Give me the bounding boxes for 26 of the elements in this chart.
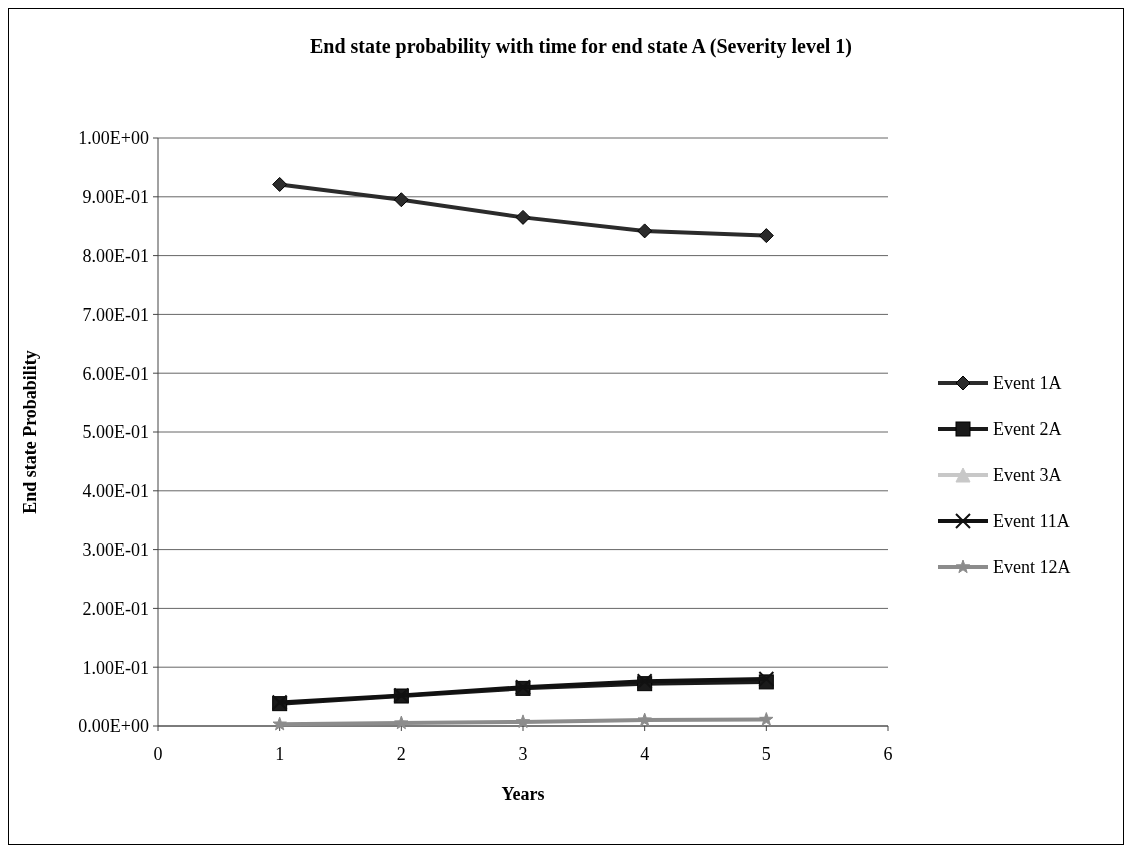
x-tick-label: 4 (640, 744, 650, 764)
legend-label: Event 3A (993, 465, 1062, 486)
y-tick-label: 7.00E-01 (82, 304, 149, 325)
legend-label: Event 12A (993, 557, 1071, 578)
y-tick-label: 0.00E+00 (78, 716, 149, 737)
y-tick-label: 6.00E-01 (82, 363, 149, 384)
legend-label: Event 2A (993, 419, 1062, 440)
x-tick-label: 6 (883, 744, 893, 764)
y-tick-label: 9.00E-01 (82, 187, 149, 208)
x-axis-title: Years (501, 784, 545, 804)
y-tick-label: 4.00E-01 (82, 481, 149, 502)
x-tick-label: 5 (761, 744, 771, 764)
y-axis-title: End state Probability (20, 350, 40, 514)
legend-label: Event 1A (993, 373, 1062, 394)
chart-title: End state probability with time for end state A (Severity level 1) (310, 35, 852, 58)
legend-label: Event 11A (993, 511, 1070, 532)
y-tick-label: 8.00E-01 (82, 245, 149, 266)
y-tick-label: 1.00E+00 (78, 128, 149, 149)
y-tick-label: 3.00E-01 (82, 539, 149, 560)
y-tick-label: 5.00E-01 (82, 422, 149, 443)
y-tick-label: 2.00E-01 (82, 598, 149, 619)
y-tick-label: 1.00E-01 (82, 657, 149, 678)
x-tick-label: 1 (275, 744, 285, 764)
x-tick-label: 2 (396, 744, 406, 764)
x-tick-label: 0 (153, 744, 163, 764)
x-tick-label: 3 (518, 744, 528, 764)
